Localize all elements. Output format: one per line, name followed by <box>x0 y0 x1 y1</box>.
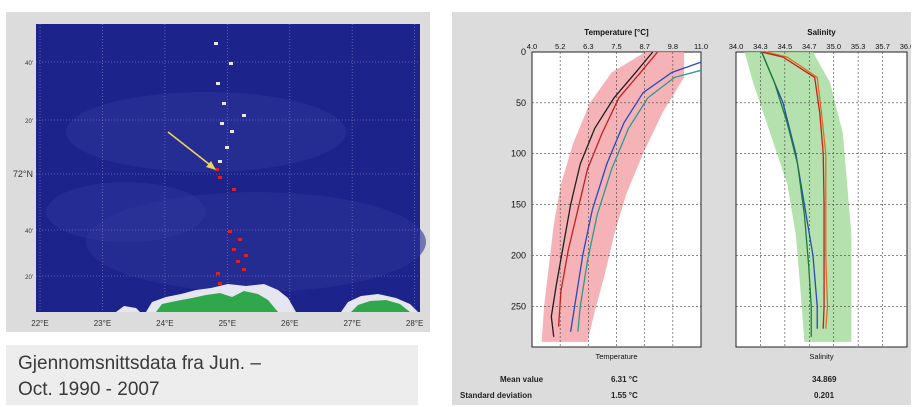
series-line-4 <box>761 51 812 337</box>
station-marker-white <box>222 102 226 105</box>
chart-title: Temperature [°C] <box>584 28 649 37</box>
station-marker-white <box>229 62 233 65</box>
map-x-tick-label: 25°E <box>219 319 236 328</box>
map-x-tick-label: 26°E <box>281 319 298 328</box>
station-marker-red <box>218 282 222 285</box>
x-tick-label: 35.3 <box>851 42 866 51</box>
mean-value-label: Mean value <box>500 375 544 384</box>
y-tick-label: 0 <box>521 47 526 57</box>
x-tick-label: 36.0 <box>900 42 911 51</box>
arrow-pointer-icon <box>167 131 216 170</box>
coastline <box>116 306 140 312</box>
map-x-tick-label: 27°E <box>343 319 360 328</box>
station-marker-white <box>230 130 234 133</box>
station-marker-red <box>215 168 219 171</box>
caption-line-1: Gjennomsnittsdata fra Jun. – <box>18 353 261 374</box>
x-tick-label: 9.8 <box>668 42 678 51</box>
x-tick-label: 7.5 <box>611 42 621 51</box>
salinity-chart: 34.0 34.3 34.5 34.7 35.0 35.3 35.7 36.0 Salinity… <box>729 28 911 361</box>
y-tick-label: 200 <box>511 250 526 260</box>
x-tick-label: 8.7 <box>639 42 649 51</box>
map-y-tick-label: 40' <box>25 61 33 67</box>
map-x-tick-label: 28°E <box>406 319 423 328</box>
x-axis-label: Salinity <box>809 352 833 361</box>
station-marker-red <box>232 248 236 251</box>
map-y-tick-label: 72°N <box>13 169 33 179</box>
x-axis-label: Temperature <box>595 352 637 361</box>
std-band <box>541 52 685 342</box>
map-y-tick-label: 20' <box>25 275 33 281</box>
salinity-std-value: 0.201 <box>814 391 835 400</box>
station-marker-red <box>236 260 240 263</box>
station-marker-white <box>220 122 224 125</box>
station-marker-white <box>225 146 229 149</box>
x-tick-label: 35.0 <box>826 42 841 51</box>
series-line-1 <box>765 51 829 329</box>
station-marker-white <box>214 42 218 45</box>
x-tick-label: 11.0 <box>694 42 708 51</box>
x-tick-label: 34.0 <box>729 42 744 51</box>
profiles-panel: 4.0 5.2 6.3 7.5 8.7 9.8 11.0 0 50 100 150 200 250 Tem… <box>452 12 911 405</box>
series-line-4 <box>577 69 702 332</box>
station-marker-red <box>242 268 246 271</box>
std-deviation-label: Standard deviation <box>460 391 533 400</box>
chart-title: Salinity <box>807 28 836 37</box>
map-y-tick-label: 20' <box>25 119 33 125</box>
x-tick-label: 34.5 <box>778 42 793 51</box>
arrow-head <box>206 161 216 170</box>
x-tick-label: 4.0 <box>527 42 537 51</box>
temperature-std-value: 1.55 °C <box>611 391 638 400</box>
x-tick-label: 34.3 <box>753 42 768 51</box>
x-tick-label: 35.7 <box>875 42 890 51</box>
station-marker-red <box>244 254 248 257</box>
x-tick-label: 34.7 <box>802 42 817 51</box>
sea-shade <box>46 182 206 242</box>
y-tick-label: 100 <box>511 149 526 159</box>
y-tick-label: 250 <box>511 301 526 311</box>
temperature-chart: 4.0 5.2 6.3 7.5 8.7 9.8 11.0 0 50 100 150 200 250 Tem… <box>511 28 708 361</box>
sea-shade <box>66 92 346 172</box>
station-marker-red <box>218 176 222 179</box>
station-marker-red <box>228 230 232 233</box>
y-tick-label: 50 <box>516 98 526 108</box>
map-y-tick-label: 40' <box>25 229 33 235</box>
map-x-tick-label: 23°E <box>94 319 111 328</box>
station-marker-red <box>232 188 236 191</box>
series-line-2 <box>761 51 825 329</box>
station-map: 22°E 23°E 24°E 25°E 26°E 27°E 28°E 40' 20' 72°N 40… <box>13 24 426 328</box>
series-line-3 <box>569 61 702 332</box>
x-tick-label: 5.2 <box>555 42 565 51</box>
map-panel: 22°E 23°E 24°E 25°E 26°E 27°E 28°E 40' 20' 72°N 40… <box>6 12 430 332</box>
salinity-mean-value: 34.869 <box>812 375 837 384</box>
map-x-tick-label: 24°E <box>156 319 173 328</box>
station-marker-white <box>216 82 220 85</box>
station-marker-red <box>216 272 220 275</box>
arrow-shaft <box>167 131 215 169</box>
x-tick-label: 6.3 <box>583 42 593 51</box>
temperature-mean-value: 6.31 °C <box>611 375 638 384</box>
land-east <box>351 300 410 312</box>
caption-box: Gjennomsnittsdata fra Jun. – Oct. 1990 -… <box>6 345 418 405</box>
series-line-2 <box>557 51 659 327</box>
profile-charts: 4.0 5.2 6.3 7.5 8.7 9.8 11.0 0 50 100 150 200 250 Tem… <box>511 28 911 361</box>
station-marker-white <box>242 114 246 117</box>
y-tick-label: 150 <box>511 200 526 210</box>
map-x-tick-label: 22°E <box>31 319 48 328</box>
station-marker-red <box>238 238 242 241</box>
station-marker-white <box>218 160 222 163</box>
series-line-1 <box>550 51 654 337</box>
land-finnmark <box>156 291 278 312</box>
caption-line-2: Oct. 1990 - 2007 <box>18 379 160 400</box>
